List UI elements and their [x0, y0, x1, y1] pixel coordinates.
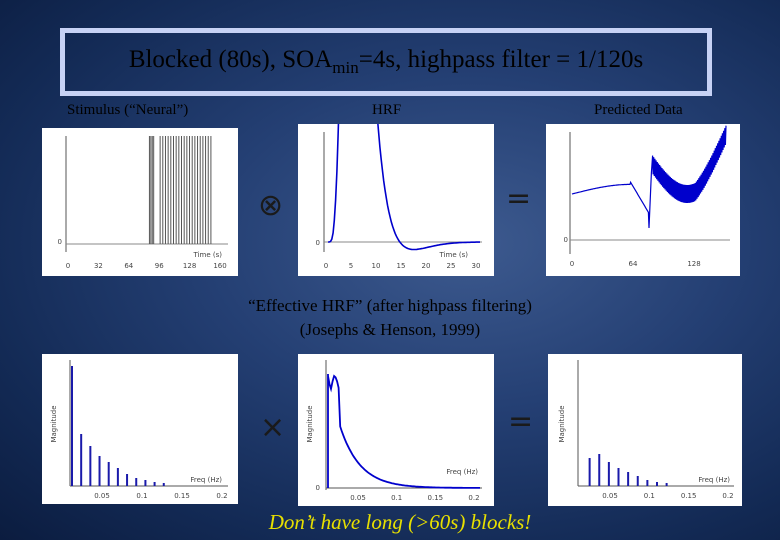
spec2-tick-label: 0.15	[681, 492, 697, 500]
predicted-spectrum-svg: Magnitude Freq (Hz) 0.05 0.1 0.15 0.2	[558, 360, 734, 500]
stim-tick-label: 32	[94, 262, 103, 270]
spec2-xlabel: Freq (Hz)	[698, 476, 730, 484]
spec1-xlabel: Freq (Hz)	[190, 476, 222, 484]
spec2-ylabel: Magnitude	[558, 405, 566, 442]
title-main: Blocked (80s), SOA	[128, 46, 333, 73]
hrf-tick-label: 15	[397, 262, 406, 270]
stimulus-spectrum-chart: Magnitude Freq (Hz) 0.05 0.1 0.15 0.2	[42, 354, 238, 504]
eff-ylabel: Magnitude	[306, 405, 314, 442]
spec1-ylabel: Magnitude	[50, 405, 58, 442]
hrf-label: HRF	[372, 102, 402, 118]
hrf-svg: 0 5 10 15 20 25 30 0 Time (s)	[316, 124, 482, 270]
effective-hrf-text: “Effective HRF” (after highpass filterin…	[248, 296, 532, 315]
stimulus-label: Stimulus (“Neural”)	[67, 102, 189, 118]
pred-tick-label: 128	[687, 260, 700, 268]
eff-zero-label: 0	[316, 484, 320, 492]
eff-tick-label: 0.1	[391, 494, 402, 502]
hrf-tick-label: 30	[472, 262, 481, 270]
title-subscript: min	[332, 58, 359, 77]
eff-tick-label: 0.05	[350, 494, 366, 502]
effective-hrf-chart: Magnitude Freq (Hz) 0 0.05 0.1 0.15 0.2	[298, 354, 494, 506]
citation-text: (Josephs & Henson, 1999)	[299, 320, 481, 339]
title-rest: =4s, highpass filter = 1/120s	[358, 46, 644, 73]
effective-hrf-svg: Magnitude Freq (Hz) 0 0.05 0.1 0.15 0.2	[306, 360, 482, 502]
eff-tick-label: 0.15	[428, 494, 444, 502]
hrf-tick-label: 0	[324, 262, 328, 270]
stimulus-spectrum-svg: Magnitude Freq (Hz) 0.05 0.1 0.15 0.2	[50, 360, 228, 500]
spec1-tick-label: 0.1	[136, 492, 147, 500]
pred-tick-label: 0	[570, 260, 574, 268]
convolve-operator: ⊗	[258, 188, 284, 223]
effective-hrf-curve	[327, 374, 480, 489]
stim-tick-label: 128	[183, 262, 196, 270]
spec2-tick-label: 0.05	[602, 492, 618, 500]
times-operator: ×	[260, 410, 286, 445]
predicted-curve	[571, 125, 727, 229]
stim-tick-label: 0	[66, 262, 70, 270]
predicted-spectrum-chart: Magnitude Freq (Hz) 0.05 0.1 0.15 0.2	[548, 354, 742, 506]
pred-tick-label: 64	[629, 260, 638, 268]
eff-tick-label: 0.2	[468, 494, 479, 502]
spec1-tick-label: 0.05	[94, 492, 110, 500]
equals-operator-bottom: =	[508, 404, 534, 439]
spec1-tick-label: 0.2	[216, 492, 227, 500]
hrf-tick-label: 10	[372, 262, 381, 270]
title-box: Blocked (80s), SOAmin=4s, highpass filte…	[60, 28, 712, 96]
eff-xlabel: Freq (Hz)	[446, 468, 478, 476]
stim-tick-label: 64	[124, 262, 133, 270]
pred-zero-label: 0	[564, 236, 568, 244]
hrf-tick-label: 25	[447, 262, 456, 270]
hrf-chart: 0 5 10 15 20 25 30 0 Time (s)	[298, 124, 494, 276]
spec2-tick-label: 0.1	[644, 492, 655, 500]
stimulus-svg: 0 32 64 96 128 160 0 Time (s)	[58, 136, 228, 270]
spec1-tick-label: 0.15	[174, 492, 190, 500]
hrf-tick-label: 5	[349, 262, 353, 270]
hrf-xlabel: Time (s)	[439, 251, 469, 259]
stim-tick-label: 160	[213, 262, 226, 270]
stim-xlabel: Time (s)	[193, 251, 223, 259]
hrf-tick-label: 20	[422, 262, 431, 270]
stimulus-chart: 0 32 64 96 128 160 0 Time (s)	[42, 128, 238, 276]
spec2-tick-label: 0.2	[722, 492, 733, 500]
hrf-zero-label: 0	[316, 239, 320, 247]
hrf-curve	[328, 124, 480, 251]
conclusion-text: Don’t have long (>60s) blocks!	[268, 510, 532, 534]
stim-zero-label: 0	[58, 238, 62, 246]
predicted-svg: 0 64 128 0	[564, 125, 730, 268]
predicted-label: Predicted Data	[594, 102, 683, 118]
predicted-chart: 0 64 128 0	[546, 124, 740, 276]
equals-operator-top: =	[506, 181, 532, 216]
stim-tick-label: 96	[155, 262, 164, 270]
slide-title: Blocked (80s), SOAmin=4s, highpass filte…	[129, 46, 643, 78]
